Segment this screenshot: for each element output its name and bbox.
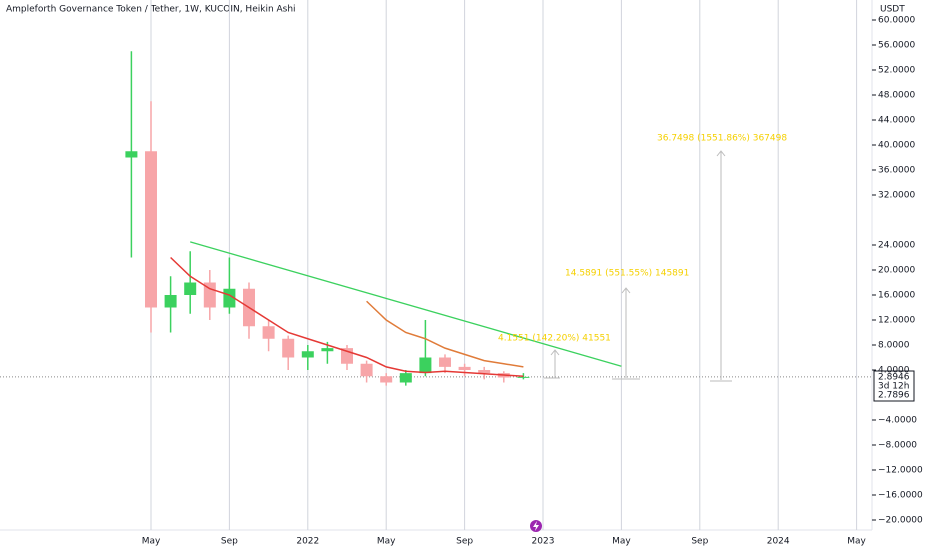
candle-body — [301, 351, 314, 358]
candle-body — [380, 376, 393, 383]
x-tick-label: 2022 — [296, 537, 319, 547]
candle-body — [399, 373, 412, 383]
candle-body — [184, 282, 197, 295]
flash-glyph — [533, 521, 539, 531]
price-label: 3d 12h — [878, 382, 909, 392]
x-tick-label: Sep — [221, 537, 238, 547]
candle-body — [282, 338, 295, 358]
y-tick-label: 56.0000 — [878, 41, 915, 51]
y-tick-label: 20.0000 — [878, 266, 915, 276]
annotation: 4.1551 (142.20%) 41551 — [498, 334, 611, 344]
projection-arrows — [544, 150, 732, 382]
candle-body — [262, 326, 275, 339]
x-tick-label: May — [612, 537, 631, 547]
candle-body — [458, 366, 471, 370]
y-tick-label: −12.0000 — [878, 466, 923, 476]
candle-body — [517, 376, 530, 378]
y-tick-label: −4.0000 — [878, 416, 917, 426]
y-tick-label: 44.0000 — [878, 116, 915, 126]
x-tick-label: May — [847, 537, 866, 547]
plot — [0, 0, 872, 530]
moving-average — [170, 256, 524, 377]
y-tick-label: 8.0000 — [878, 341, 910, 351]
candle-body — [439, 357, 451, 367]
moving-average — [366, 300, 524, 368]
candle-body — [419, 357, 432, 374]
x-tick-label: 2023 — [532, 537, 555, 547]
candle-body — [321, 348, 334, 352]
y-tick-label: 16.0000 — [878, 291, 915, 301]
candle-body — [125, 151, 138, 158]
x-tick-label: May — [142, 537, 161, 547]
price-label: 2.8946 — [878, 373, 910, 383]
y-tick-label: 52.0000 — [878, 66, 915, 76]
x-tick-label: May — [377, 537, 396, 547]
y-tick-label: 40.0000 — [878, 141, 915, 151]
trendline — [190, 241, 622, 367]
y-tick-label: −16.0000 — [878, 491, 923, 501]
candle-body — [164, 295, 177, 308]
y-unit: USDT — [880, 5, 905, 15]
y-tick-label: 32.0000 — [878, 191, 915, 201]
x-tick-label: Sep — [691, 537, 708, 547]
y-tick-label: −20.0000 — [878, 516, 923, 526]
candle-body — [203, 282, 216, 308]
y-tick-label: 60.0000 — [878, 16, 915, 26]
annotation: 36.7498 (1551.86%) 367498 — [657, 134, 787, 144]
x-tick-label: Sep — [456, 537, 473, 547]
candle-body — [360, 363, 373, 377]
candle-body — [478, 370, 491, 374]
y-tick-label: 4.0000 — [878, 366, 910, 376]
y-tick-label: 36.0000 — [878, 166, 915, 176]
price-box — [873, 370, 915, 402]
price-label: 2.7896 — [878, 391, 910, 401]
candle-body — [145, 151, 157, 308]
y-tick-label: 48.0000 — [878, 91, 915, 101]
y-tick-label: 12.0000 — [878, 316, 915, 326]
y-tick-label: −8.0000 — [878, 441, 917, 451]
x-tick-label: 2024 — [767, 537, 790, 547]
y-tick-label: 24.0000 — [878, 241, 915, 251]
annotation: 14.5891 (551.55%) 145891 — [565, 269, 689, 279]
